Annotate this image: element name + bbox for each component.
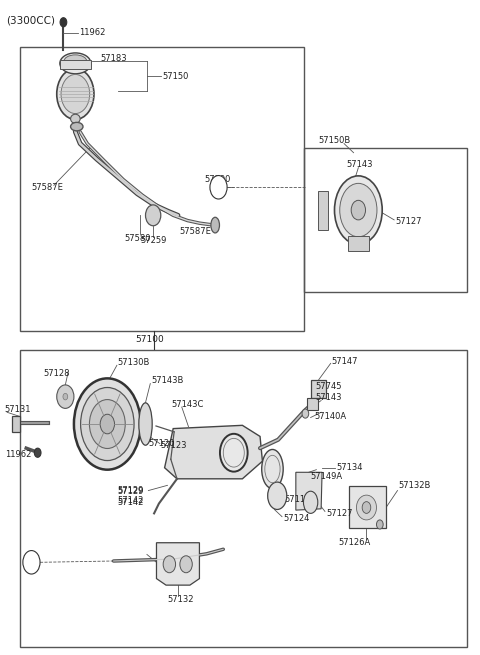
Bar bbox=[12, 416, 21, 432]
Text: 57587E: 57587E bbox=[31, 183, 63, 193]
Text: 57150B: 57150B bbox=[319, 136, 351, 145]
Text: 11962: 11962 bbox=[79, 28, 105, 37]
Bar bbox=[21, 47, 304, 331]
Ellipse shape bbox=[81, 388, 134, 460]
Ellipse shape bbox=[61, 75, 90, 113]
Text: 57143: 57143 bbox=[315, 394, 342, 402]
Polygon shape bbox=[296, 472, 322, 510]
Text: 57190: 57190 bbox=[204, 175, 230, 184]
Text: 57587E: 57587E bbox=[179, 227, 211, 236]
Circle shape bbox=[23, 551, 40, 574]
Text: 57130B: 57130B bbox=[118, 358, 150, 367]
Circle shape bbox=[180, 556, 192, 572]
Ellipse shape bbox=[220, 434, 248, 472]
Ellipse shape bbox=[335, 176, 382, 244]
Circle shape bbox=[376, 520, 383, 529]
Text: A: A bbox=[216, 183, 221, 192]
Text: 57115: 57115 bbox=[284, 495, 310, 504]
Polygon shape bbox=[156, 543, 199, 585]
Text: 57143: 57143 bbox=[347, 160, 373, 169]
Ellipse shape bbox=[303, 491, 318, 514]
Ellipse shape bbox=[71, 114, 80, 123]
Text: 57259: 57259 bbox=[141, 236, 167, 245]
Text: 57183: 57183 bbox=[100, 54, 127, 64]
Text: 57128: 57128 bbox=[43, 369, 70, 378]
Text: A: A bbox=[29, 558, 34, 567]
Bar bbox=[318, 191, 328, 230]
Polygon shape bbox=[165, 425, 263, 479]
Ellipse shape bbox=[340, 183, 377, 237]
Text: 57745: 57745 bbox=[315, 382, 342, 390]
Text: 57134: 57134 bbox=[336, 463, 363, 472]
Bar bbox=[307, 398, 318, 410]
Text: 57124: 57124 bbox=[283, 514, 309, 523]
Ellipse shape bbox=[89, 400, 125, 449]
Ellipse shape bbox=[211, 217, 219, 233]
Text: 57150: 57150 bbox=[162, 72, 189, 81]
Ellipse shape bbox=[63, 394, 68, 400]
Ellipse shape bbox=[60, 53, 91, 74]
Bar bbox=[348, 236, 369, 251]
Text: 57129: 57129 bbox=[118, 487, 144, 496]
Text: 57132: 57132 bbox=[168, 595, 194, 604]
Ellipse shape bbox=[71, 122, 83, 131]
Text: 57127: 57127 bbox=[326, 509, 352, 518]
Circle shape bbox=[34, 448, 41, 457]
Text: 57132B: 57132B bbox=[398, 481, 431, 490]
Bar bbox=[21, 350, 467, 647]
Text: 57129: 57129 bbox=[118, 486, 144, 495]
Ellipse shape bbox=[64, 55, 87, 68]
Text: 57127: 57127 bbox=[395, 217, 421, 227]
Ellipse shape bbox=[139, 403, 152, 445]
Circle shape bbox=[210, 176, 227, 199]
Text: 57149A: 57149A bbox=[311, 472, 343, 481]
Text: 57147: 57147 bbox=[332, 357, 358, 366]
Text: 57126A: 57126A bbox=[338, 538, 371, 547]
Text: 57143C: 57143C bbox=[171, 400, 204, 409]
Ellipse shape bbox=[351, 200, 365, 220]
Circle shape bbox=[163, 556, 176, 572]
Bar bbox=[304, 148, 467, 291]
Text: 57140A: 57140A bbox=[314, 413, 346, 421]
Circle shape bbox=[362, 502, 371, 514]
Text: 57120: 57120 bbox=[148, 439, 174, 448]
Text: 57142: 57142 bbox=[118, 498, 144, 507]
Text: 57580: 57580 bbox=[124, 234, 151, 242]
Bar bbox=[349, 486, 386, 529]
Bar bbox=[60, 60, 91, 69]
Text: (3300CC): (3300CC) bbox=[6, 16, 55, 26]
Ellipse shape bbox=[74, 379, 141, 470]
Bar bbox=[311, 380, 326, 398]
Ellipse shape bbox=[100, 414, 115, 434]
Text: 57131: 57131 bbox=[5, 405, 31, 414]
Text: 11962: 11962 bbox=[5, 450, 32, 459]
Text: 57100: 57100 bbox=[135, 335, 164, 344]
Circle shape bbox=[145, 205, 161, 226]
Ellipse shape bbox=[262, 449, 283, 489]
Ellipse shape bbox=[357, 495, 376, 520]
Text: 57123: 57123 bbox=[161, 441, 187, 450]
Circle shape bbox=[60, 18, 67, 27]
Text: 57142: 57142 bbox=[118, 496, 144, 506]
Circle shape bbox=[57, 385, 74, 408]
Ellipse shape bbox=[57, 69, 94, 119]
Text: 57143B: 57143B bbox=[151, 377, 184, 386]
Circle shape bbox=[302, 409, 309, 418]
Ellipse shape bbox=[268, 482, 287, 510]
